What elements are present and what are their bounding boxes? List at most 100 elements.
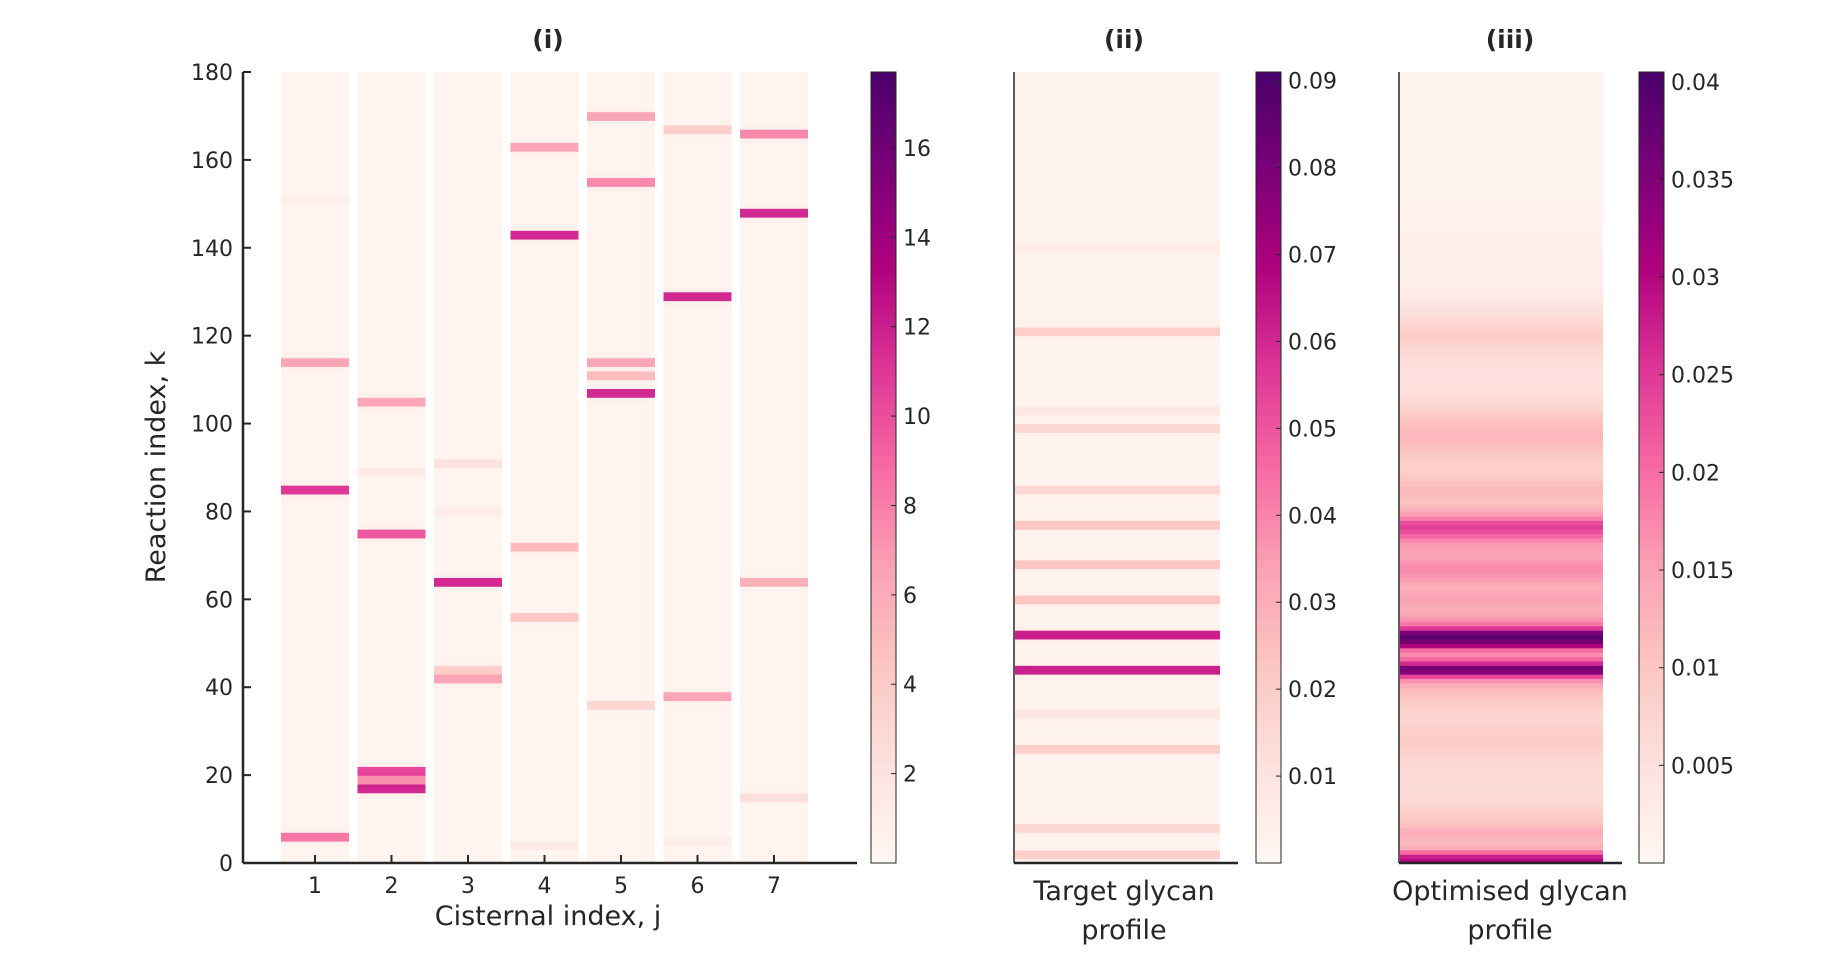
panel-iii-cell xyxy=(1400,142,1603,148)
panel-i-col-2-cell xyxy=(357,190,426,196)
panel-ii-cell xyxy=(1015,748,1220,754)
panel-ii-colorbar-swatch xyxy=(1256,157,1281,165)
panel-i-col-1-cell xyxy=(281,471,349,477)
panel-i-col-6-cell xyxy=(663,278,732,284)
panel-i-col-7-cell xyxy=(740,463,808,469)
panel-i-col-6-cell xyxy=(663,217,732,223)
panel-i-col-2-cell xyxy=(357,674,426,680)
panel-i-colorbar-swatch xyxy=(871,731,896,739)
panel-i-colorbar-tick-label: 8 xyxy=(903,494,917,519)
panel-ii-colorbar-tick-label: 0.05 xyxy=(1288,417,1337,442)
panel-i-col-4-cell xyxy=(510,608,579,614)
panel-i-col-5-cell xyxy=(587,845,655,851)
panel-i-col-2-cell xyxy=(357,537,426,543)
panel-i-col-2-cell xyxy=(357,739,426,745)
panel-i-col-1-cell xyxy=(281,691,349,697)
panel-iii-cell xyxy=(1400,665,1603,671)
panel-iii-colorbar-swatch xyxy=(1639,137,1664,146)
panel-i-col-1-cell xyxy=(281,546,349,552)
panel-i-col-1-cell xyxy=(281,678,349,684)
panel-ii-cell xyxy=(1015,841,1220,847)
panel-ii-cell xyxy=(1015,318,1220,324)
panel-i-col-2-cell xyxy=(357,572,426,578)
panel-i-col-3-cell xyxy=(434,537,502,543)
panel-iii-colorbar-swatch xyxy=(1639,118,1664,126)
panel-i-col-1-cell xyxy=(281,221,349,227)
panel-i-col-4-cell xyxy=(510,72,579,77)
panel-ii-colorbar-swatch xyxy=(1256,764,1281,772)
panel-i-x-label: Cisternal index, j xyxy=(435,901,662,932)
panel-i-col-2-cell xyxy=(357,445,426,451)
panel-i-col-2-cell xyxy=(357,331,426,337)
panel-i-col-5-cell xyxy=(587,849,655,855)
panel-i-col-3-cell xyxy=(434,713,502,719)
panel-i-col-4-cell xyxy=(510,603,579,609)
panel-i-col-5-cell xyxy=(587,546,655,552)
panel-iii-colorbar-swatch xyxy=(1639,757,1664,765)
panel-i-col-1-cell xyxy=(281,660,349,666)
panel-iii-cell xyxy=(1400,151,1603,157)
panel-i-col-5-cell xyxy=(587,221,655,227)
panel-i-col-2-cell xyxy=(357,278,426,284)
panel-ii-cell xyxy=(1015,120,1220,126)
panel-i-col-4-cell xyxy=(510,463,579,469)
panel-iii-colorbar-swatch xyxy=(1639,572,1664,581)
panel-i-col-4-cell xyxy=(510,836,579,842)
panel-i-col-6-cell xyxy=(663,225,732,231)
panel-ii-cell xyxy=(1015,542,1220,548)
panel-iii-colorbar-swatch xyxy=(1639,856,1664,864)
panel-i-col-5-cell xyxy=(587,98,655,104)
panel-ii-cell xyxy=(1015,146,1220,152)
panel-i-col-3-cell xyxy=(434,498,502,504)
panel-ii-colorbar-swatch xyxy=(1256,184,1281,192)
panel-i-col-1-cell xyxy=(281,432,349,438)
panel-iii-cell xyxy=(1400,265,1603,271)
panel-ii-cell xyxy=(1015,300,1220,306)
panel-iii-heatmap xyxy=(1400,72,1603,864)
panel-i-colorbar-swatch xyxy=(871,296,896,304)
panel-ii-cell xyxy=(1015,643,1220,649)
panel-i-col-3-cell xyxy=(434,748,502,754)
panel-i-col-6-cell xyxy=(663,634,732,640)
panel-i-col-4-cell xyxy=(510,700,579,706)
panel-i-col-4-cell xyxy=(510,564,579,570)
panel-i-col-5-cell xyxy=(587,761,655,767)
panel-i-col-6-cell xyxy=(663,313,732,319)
panel-i-col-2-cell xyxy=(357,168,426,174)
panel-i-col-2-cell xyxy=(357,621,426,627)
panel-iii-cell xyxy=(1400,203,1603,209)
panel-i-colorbar-swatch xyxy=(871,78,896,86)
panel-iii-colorbar-swatch xyxy=(1639,414,1664,422)
panel-i-col-2-cell xyxy=(357,568,426,574)
panel-iii-colorbar-swatch xyxy=(1639,375,1664,383)
panel-i-colorbar-swatch xyxy=(871,507,896,515)
panel-i-col-4-cell xyxy=(510,726,579,732)
panel-i-col-3-cell xyxy=(434,357,502,363)
panel-iii-cell xyxy=(1400,72,1603,77)
panel-i-col-3-cell xyxy=(434,542,502,548)
panel-i-col-4-cell xyxy=(510,652,579,658)
panel-iii-cell xyxy=(1400,660,1603,666)
panel-i-col-4-cell xyxy=(510,555,579,561)
panel-i-col-3-cell xyxy=(434,190,502,196)
panel-i-col-2-cell xyxy=(357,282,426,288)
panel-i-col-5-cell xyxy=(587,195,655,201)
panel-iii-cell xyxy=(1400,612,1603,618)
panel-i-col-7-cell xyxy=(740,687,808,693)
panel-i-col-7-cell xyxy=(740,256,808,262)
panel-iii-colorbar-swatch xyxy=(1639,302,1664,310)
panel-iii-cell xyxy=(1400,441,1603,447)
panel-i-col-5-cell xyxy=(587,265,655,271)
panel-i-col-2-cell xyxy=(357,247,426,253)
panel-i-col-5-cell xyxy=(587,726,655,732)
panel-iii-cell xyxy=(1400,616,1603,622)
panel-i-col-3-cell xyxy=(434,432,502,438)
panel-ii-cell xyxy=(1015,384,1220,389)
panel-ii-colorbar-swatch xyxy=(1256,856,1281,864)
panel-i-col-5-cell xyxy=(587,674,655,680)
panel-i-colorbar-frame xyxy=(870,71,897,864)
panel-ii-cell xyxy=(1015,577,1220,583)
panel-iii-colorbar-swatch xyxy=(1639,513,1664,521)
panel-ii-cell xyxy=(1015,647,1220,653)
panel-i-col-7-cell xyxy=(740,621,808,627)
